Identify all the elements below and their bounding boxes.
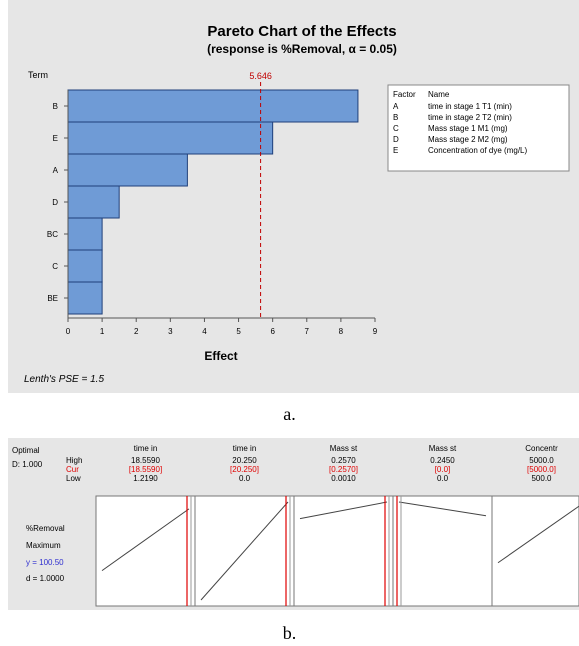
response-curve [299, 501, 388, 520]
x-tick-label: 7 [305, 327, 310, 336]
row-label-high: High [66, 456, 82, 465]
bar-b [67, 89, 359, 123]
x-tick-label: 5 [236, 327, 241, 336]
factor-name: time in [134, 444, 158, 453]
factor-low: 1.2190 [133, 474, 158, 483]
y-tick-label: C [52, 262, 58, 271]
legend-factor: E [393, 146, 398, 155]
y-tick-label: A [53, 166, 59, 175]
response-curve [398, 501, 487, 517]
factor-cur: [5000.0] [527, 465, 556, 474]
factor-name: Concentr [525, 444, 558, 453]
y-tick-label: BE [47, 294, 58, 303]
factor-name: Mass st [330, 444, 358, 453]
optimal-label: Optimal [12, 446, 40, 455]
bar-e [67, 121, 274, 155]
factor-legend [387, 84, 570, 172]
factor-panel [392, 495, 493, 607]
factor-panel [491, 495, 579, 607]
response-label: %Removal [26, 524, 65, 533]
lenth-pse-footnote: Lenth's PSE = 1.5 [24, 374, 104, 385]
optimization-plot: Optimal D: 1.000 High Cur Low %Removal M… [12, 444, 579, 607]
bar-a [67, 153, 188, 187]
legend-factor: A [393, 102, 399, 111]
bar-bc [67, 217, 103, 251]
legend-factor: C [393, 124, 399, 133]
y-tick-label: B [53, 102, 58, 111]
x-tick-label: 9 [373, 327, 378, 336]
row-label-low: Low [66, 474, 81, 483]
legend-name: time in stage 1 T1 (min) [428, 102, 512, 111]
factor-cur: [0.2570] [329, 465, 358, 474]
x-tick-label: 8 [339, 327, 344, 336]
factor-high: 20.250 [232, 456, 257, 465]
factor-cur: [20.250] [230, 465, 259, 474]
legend-name: Concentration of dye (mg/L) [428, 146, 527, 155]
pareto-chart: Pareto Chart of the Effects (response is… [24, 23, 570, 385]
factor-high: 18.5590 [131, 456, 160, 465]
y-tick-label: D [52, 198, 58, 207]
y-value-label: y = 100.50 [26, 558, 64, 567]
factor-panels-group: time in 18.5590[18.5590]1.2190 time in 20.2… [95, 444, 579, 607]
reference-line-label: 5.646 [249, 71, 272, 81]
legend-name: time in stage 2 T2 (min) [428, 113, 512, 122]
legend-name: Mass stage 2 M2 (mg) [428, 135, 508, 144]
legend-header-factor: Factor [393, 90, 416, 99]
row-label-cur: Cur [66, 465, 79, 474]
pareto-title: Pareto Chart of the Effects [207, 23, 396, 40]
caption-b: b. [282, 623, 297, 643]
x-axis-label: Effect [204, 349, 237, 363]
desirability-label: D: 1.000 [12, 460, 43, 469]
factor-low: 500.0 [531, 474, 552, 483]
factor-name: Mass st [429, 444, 457, 453]
x-tick-label: 0 [66, 327, 71, 336]
x-tick-label: 2 [134, 327, 139, 336]
y-tick-label: BC [47, 230, 58, 239]
factor-low: 0.0 [437, 474, 449, 483]
optimization-plot-panel: Optimal D: 1.000 High Cur Low %Removal M… [8, 438, 579, 610]
factor-cur: [0.0] [435, 465, 451, 474]
legend-factor: D [393, 135, 399, 144]
goal-label: Maximum [26, 541, 61, 550]
factor-panel [293, 495, 394, 607]
factor-low: 0.0 [239, 474, 251, 483]
x-tick-label: 1 [100, 327, 105, 336]
factor-cur: [18.5590] [129, 465, 162, 474]
d-value-label: d = 1.0000 [26, 574, 65, 583]
bar-be [67, 281, 103, 315]
pareto-subtitle: (response is %Removal, α = 0.05) [207, 42, 397, 56]
factor-name: time in [233, 444, 257, 453]
legend-factor: B [393, 113, 398, 122]
pareto-bars-group [67, 89, 359, 315]
x-tick-label: 3 [168, 327, 173, 336]
y-tick-label: E [53, 134, 58, 143]
legend-header-name: Name [428, 90, 450, 99]
x-tick-label: 4 [202, 327, 207, 336]
bar-d [67, 185, 120, 219]
x-ticks-group: 0 1 2 3 4 5 6 7 8 9 [66, 318, 378, 336]
response-curve [200, 501, 289, 601]
pareto-chart-panel: Pareto Chart of the Effects (response is… [8, 0, 579, 393]
response-curve [497, 505, 579, 564]
factor-low: 0.0010 [331, 474, 356, 483]
factor-panel [95, 495, 196, 607]
legend-name: Mass stage 1 M1 (mg) [428, 124, 508, 133]
factor-high: 0.2570 [331, 456, 356, 465]
factor-high: 0.2450 [430, 456, 455, 465]
caption-a: a. [283, 404, 296, 424]
factor-high: 5000.0 [529, 456, 554, 465]
response-curve [101, 508, 190, 572]
bar-c [67, 249, 103, 283]
y-axis-label: Term [28, 70, 48, 80]
x-tick-label: 6 [270, 327, 275, 336]
